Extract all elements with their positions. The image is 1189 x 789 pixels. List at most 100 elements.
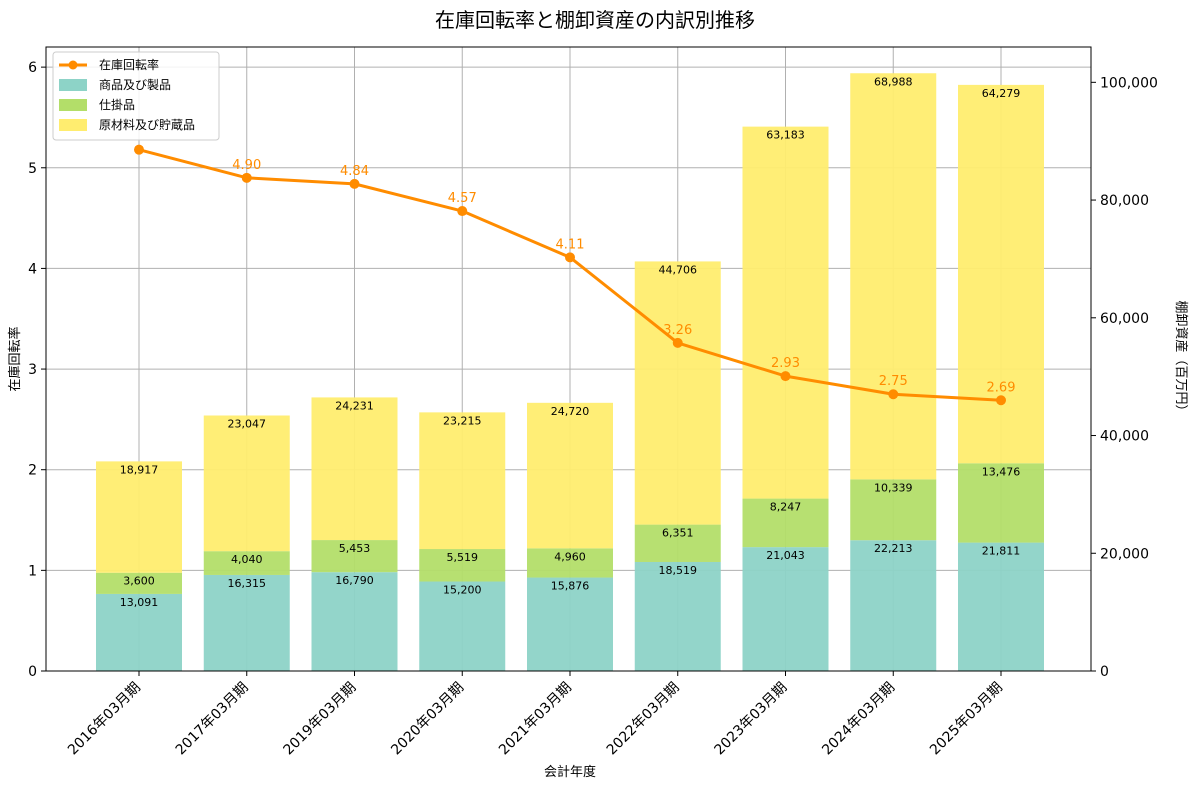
- bar-segment: [742, 547, 829, 671]
- turnover-label: 4.57: [448, 191, 477, 206]
- legend-label: 在庫回転率: [99, 57, 159, 72]
- bar-segment: [634, 561, 721, 671]
- bar-segment-label: 21,043: [766, 549, 805, 562]
- left-y-axis: 0 1 2 3 4 5 6: [28, 47, 47, 680]
- bar-segment: [203, 415, 290, 552]
- bar-segment: [958, 542, 1044, 671]
- bar-segment: [419, 549, 506, 582]
- left-tick-label: 4: [28, 261, 37, 277]
- bar-segment-label: 6,351: [662, 527, 694, 540]
- bar-segment: [311, 397, 398, 541]
- x-tick-label: 2020年03月期: [388, 680, 467, 759]
- bar-segment-label: 24,720: [551, 405, 590, 418]
- x-tick-label: 2024年03月期: [819, 680, 898, 759]
- turnover-label: 2.69: [987, 380, 1016, 395]
- bar-segment: [96, 572, 182, 594]
- legend-swatch: [59, 119, 87, 131]
- bar-segment: [96, 593, 182, 671]
- x-tick-label: 2025年03月期: [927, 680, 1006, 759]
- bar-segment: [203, 574, 290, 671]
- bar-segment: [311, 540, 398, 573]
- bar-segment-label: 15,876: [551, 580, 590, 593]
- bar-segment-label: 5,519: [447, 551, 479, 564]
- x-axis: 2016年03月期 2017年03月期 2019年03月期 2020年03月期 2021…: [65, 671, 1006, 758]
- turnover-point: [134, 144, 144, 155]
- bar-segment-label: 8,247: [770, 501, 802, 514]
- bar-segment-label: 15,200: [443, 584, 482, 597]
- legend-marker: [68, 60, 78, 70]
- bar-segment: [203, 551, 290, 575]
- bar-segment-label: 21,811: [982, 545, 1021, 558]
- bar-segment: [419, 581, 506, 671]
- bar-segment-label: 13,476: [982, 465, 1021, 478]
- turnover-label: 2.93: [771, 356, 800, 371]
- x-tick-label: 2019年03月期: [281, 680, 360, 759]
- bar-segment-label: 64,279: [982, 87, 1021, 100]
- turnover-point: [996, 395, 1006, 406]
- x-tick-label: 2017年03月期: [173, 680, 252, 759]
- turnover-label: 4.84: [340, 164, 369, 179]
- turnover-point: [780, 371, 791, 382]
- left-tick-label: 1: [28, 563, 37, 579]
- left-tick-label: 5: [28, 161, 37, 177]
- right-tick-label: 80,000: [1100, 193, 1149, 209]
- turnover-point: [241, 172, 252, 183]
- bar-segment-label: 68,988: [874, 75, 913, 88]
- bar-segment-label: 18,917: [120, 463, 159, 476]
- turnover-labels: 4.90 4.84 4.57 4.11 3.26 2.93 2.75 2.69: [232, 158, 1015, 395]
- right-tick-label: 0: [1100, 664, 1109, 680]
- bar-segment-label: 16,790: [335, 574, 374, 587]
- bar-segment: [742, 126, 829, 499]
- right-y-axis: 0 20,000 40,000 60,000 80,000 100,000: [1091, 75, 1158, 680]
- bar-segment: [634, 524, 721, 562]
- left-tick-label: 2: [28, 463, 37, 479]
- turnover-point: [888, 389, 899, 400]
- bar-segment: [527, 577, 613, 671]
- x-tick-label: 2021年03月期: [496, 680, 575, 759]
- turnover-label: 3.26: [663, 323, 692, 338]
- x-tick-label: 2022年03月期: [604, 680, 683, 759]
- x-tick-label: 2016年03月期: [65, 680, 144, 759]
- bar-segment-label: 23,047: [228, 418, 267, 431]
- bar-segment-label: 22,213: [874, 542, 913, 555]
- bar-segment: [742, 498, 829, 548]
- stacked-bars: [96, 73, 1044, 671]
- bar-segment-label: 10,339: [874, 481, 913, 494]
- right-y-axis-label: 棚卸資産（百万円）: [1173, 300, 1189, 417]
- bar-segment-label: 23,215: [443, 414, 482, 427]
- turnover-point: [565, 252, 575, 263]
- legend-label: 原材料及び貯蔵品: [99, 118, 195, 132]
- turnover-label: 4.90: [232, 158, 261, 173]
- bar-segment-label: 44,706: [659, 263, 698, 276]
- bar-segment: [419, 412, 506, 550]
- x-tick-label: 2023年03月期: [712, 680, 791, 759]
- turnover-label: 2.75: [879, 374, 908, 389]
- left-y-axis-label: 在庫回転率: [7, 326, 23, 391]
- bar-segment: [850, 479, 937, 541]
- bar-segment: [96, 461, 182, 573]
- turnover-label: 4.11: [556, 237, 585, 252]
- x-axis-label: 会計年度: [544, 764, 596, 780]
- bar-segment-label: 3,600: [123, 575, 155, 588]
- turnover-point: [349, 178, 360, 189]
- right-tick-label: 40,000: [1100, 429, 1149, 445]
- turnover-point: [672, 337, 683, 348]
- bar-segment: [958, 463, 1044, 543]
- turnover-line: [134, 144, 1006, 406]
- bar-segment-label: 16,315: [228, 577, 267, 590]
- bar-segment-label: 24,231: [335, 399, 374, 412]
- bar-segment: [311, 572, 398, 671]
- right-tick-label: 60,000: [1100, 311, 1149, 327]
- left-tick-label: 3: [28, 362, 37, 378]
- bar-segment-label: 18,519: [659, 564, 698, 577]
- bar-segment-label: 4,040: [231, 553, 263, 566]
- bar-segment: [850, 540, 937, 671]
- bar-segment-label: 5,453: [339, 542, 371, 555]
- left-tick-label: 6: [28, 60, 37, 76]
- bar-segment: [958, 84, 1044, 464]
- bar-segment-labels: 13,091 16,315 16,790 15,200 15,876 18,519 21,0…: [120, 75, 1021, 609]
- bar-segment: [850, 73, 937, 480]
- bar-segment-label: 4,960: [554, 550, 586, 563]
- legend-label: 仕掛品: [99, 97, 135, 112]
